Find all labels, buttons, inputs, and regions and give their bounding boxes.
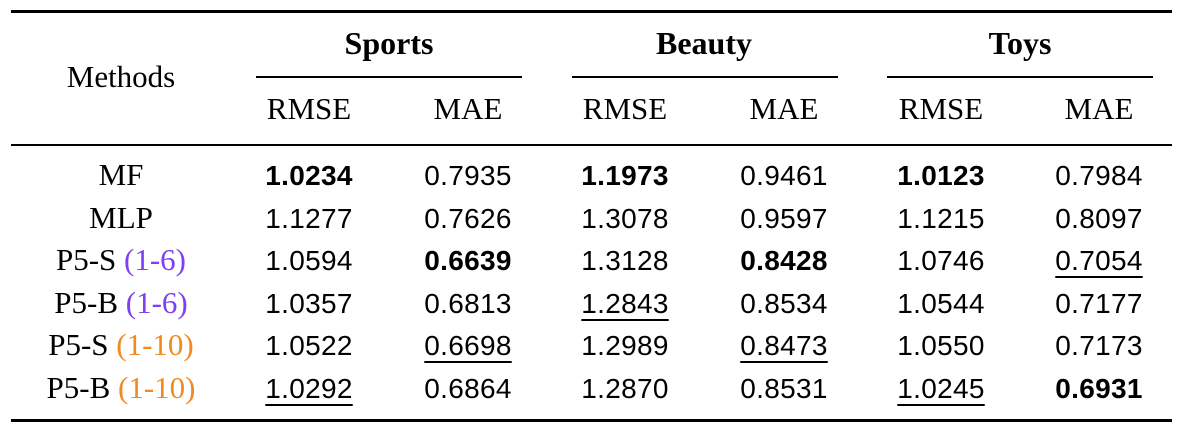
group-header-beauty: Beauty — [656, 25, 752, 61]
beauty-mae-value: 0.8534 — [740, 287, 828, 319]
beauty-rmse-value: 1.1973 — [581, 160, 669, 191]
group-rule-beauty — [572, 76, 838, 78]
beauty-rmse-header: RMSE — [582, 91, 668, 126]
group-rule-sports — [256, 76, 522, 78]
toys-rmse-value: 1.1215 — [897, 202, 985, 234]
method-tag: (1-6) — [125, 284, 188, 320]
table-bottom-rule — [11, 419, 1172, 422]
toys-mae-value: 0.7173 — [1055, 330, 1143, 361]
beauty-mae-value: 0.8531 — [740, 372, 828, 404]
table-header-rule — [11, 144, 1172, 146]
toys-rmse-value: 1.0544 — [897, 287, 985, 319]
method-cell: P5-S (1-10) — [48, 327, 194, 363]
method-cell: P5-S (1-6) — [56, 242, 186, 278]
results-table: Methods Sports Beauty Toys RMSE MAE RMSE… — [11, 10, 1172, 424]
toys-rmse-value: 1.0550 — [897, 330, 985, 361]
beauty-rmse-value: 1.2843 — [581, 287, 669, 319]
beauty-mae-value: 0.8428 — [740, 245, 828, 276]
group-rule-toys — [887, 76, 1153, 78]
beauty-rmse-value: 1.2870 — [581, 372, 669, 404]
sports-rmse-value: 1.0522 — [265, 330, 353, 361]
sports-mae-header: MAE — [433, 91, 503, 126]
beauty-rmse-value: 1.2989 — [581, 330, 669, 361]
method-name: P5-S — [55, 242, 117, 277]
method-name: P5-B — [46, 369, 111, 405]
beauty-mae-value: 0.9597 — [740, 202, 828, 234]
sports-mae-value: 0.6698 — [424, 330, 512, 361]
sports-rmse-value: 1.0594 — [265, 245, 353, 276]
toys-mae-value: 0.7177 — [1055, 287, 1143, 319]
sports-mae-value: 0.7626 — [424, 202, 512, 234]
toys-mae-value: 0.7054 — [1055, 245, 1143, 276]
group-header-toys: Toys — [988, 25, 1052, 61]
sports-mae-value: 0.6813 — [424, 287, 512, 319]
sports-mae-value: 0.7935 — [424, 160, 512, 191]
toys-mae-value: 0.7984 — [1055, 160, 1143, 191]
beauty-mae-header: MAE — [749, 91, 819, 126]
sports-rmse-value: 1.0234 — [265, 160, 353, 191]
method-tag: (1-10) — [118, 369, 196, 405]
method-cell: MF — [99, 157, 144, 193]
method-cell: MLP — [89, 200, 153, 236]
method-name: MLP — [89, 199, 153, 235]
methods-header: Methods — [66, 59, 176, 94]
group-header-sports: Sports — [344, 25, 434, 61]
method-cell: P5-B (1-10) — [47, 370, 196, 406]
toys-rmse-value: 1.0746 — [897, 245, 985, 276]
sports-rmse-value: 1.1277 — [265, 202, 353, 234]
method-name: MF — [98, 157, 144, 192]
sports-rmse-header: RMSE — [266, 91, 352, 126]
method-name: P5-S — [48, 327, 109, 362]
sports-mae-value: 0.6864 — [424, 372, 512, 404]
toys-rmse-value: 1.0245 — [897, 372, 985, 404]
method-tag: (1-6) — [124, 242, 187, 277]
method-name: P5-B — [54, 284, 119, 320]
beauty-rmse-value: 1.3078 — [581, 202, 669, 234]
sports-mae-value: 0.6639 — [424, 245, 512, 276]
toys-rmse-header: RMSE — [898, 91, 984, 126]
beauty-rmse-value: 1.3128 — [581, 245, 669, 276]
table-top-rule — [11, 10, 1172, 13]
toys-mae-value: 0.6931 — [1055, 372, 1143, 404]
beauty-mae-value: 0.8473 — [740, 330, 828, 361]
sports-rmse-value: 1.0292 — [265, 372, 353, 404]
beauty-mae-value: 0.9461 — [740, 160, 828, 191]
sports-rmse-value: 1.0357 — [265, 287, 353, 319]
toys-mae-value: 0.8097 — [1055, 202, 1143, 234]
toys-rmse-value: 1.0123 — [897, 160, 985, 191]
method-tag: (1-10) — [116, 327, 194, 362]
method-cell: P5-B (1-6) — [54, 285, 187, 321]
toys-mae-header: MAE — [1064, 91, 1134, 126]
